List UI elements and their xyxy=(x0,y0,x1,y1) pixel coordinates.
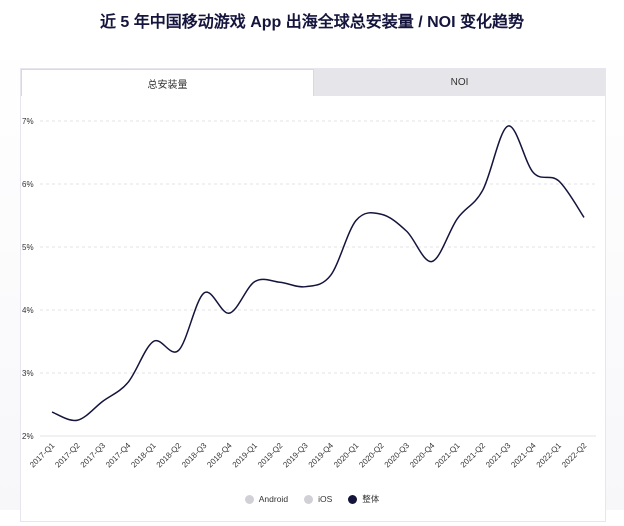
legend-item-android[interactable]: Android xyxy=(244,493,289,505)
x-tick-label: 2018-Q2 xyxy=(155,441,184,470)
legend-item-overall[interactable]: 整体 xyxy=(348,493,379,505)
y-tick-label: 5% xyxy=(22,243,34,252)
chart-card: 总安装量 NOI xyxy=(20,68,606,522)
legend-item-ios[interactable]: iOS xyxy=(304,493,332,505)
legend-label-android: Android xyxy=(258,494,289,504)
x-tick-label: 2018-Q1 xyxy=(129,441,158,470)
x-tick-label: 2021-Q4 xyxy=(509,441,538,470)
legend: Android iOS 整体 xyxy=(0,493,624,505)
x-tick-label: 2018-Q4 xyxy=(205,441,234,470)
y-tick-label: 7% xyxy=(22,117,34,126)
legend-label-ios: iOS xyxy=(318,494,333,504)
y-tick-label: 2% xyxy=(22,432,34,441)
x-tick-label: 2020-Q1 xyxy=(332,441,361,470)
tab-noi[interactable]: NOI xyxy=(314,69,605,96)
x-tick-label: 2021-Q1 xyxy=(433,441,462,470)
x-tick-label: 2018-Q3 xyxy=(180,441,209,470)
legend-dot-ios xyxy=(304,494,314,504)
y-tick-label: 3% xyxy=(22,369,34,378)
y-tick-label: 6% xyxy=(22,180,34,189)
tab-bar: 总安装量 NOI xyxy=(21,69,605,96)
x-tick-label: 2022-Q2 xyxy=(560,441,589,470)
legend-dot-overall xyxy=(348,494,358,504)
y-tick-label: 4% xyxy=(22,306,34,315)
x-tick-label: 2019-Q1 xyxy=(231,441,260,470)
x-tick-label: 2019-Q4 xyxy=(307,441,336,470)
x-tick-label: 2021-Q3 xyxy=(484,441,513,470)
x-tick-label: 2022-Q1 xyxy=(535,441,564,470)
x-tick-label: 2020-Q3 xyxy=(383,441,412,470)
x-tick-label: 2019-Q2 xyxy=(256,441,285,470)
x-tick-label: 2017-Q2 xyxy=(53,441,82,470)
tab-total-installs[interactable]: 总安装量 xyxy=(21,69,314,96)
x-tick-label: 2017-Q3 xyxy=(79,441,108,470)
series-line-overall xyxy=(51,125,585,422)
legend-dot-android xyxy=(244,494,254,504)
x-tick-label: 2020-Q2 xyxy=(357,441,386,470)
x-tick-label: 2020-Q4 xyxy=(408,441,437,470)
x-tick-label: 2021-Q2 xyxy=(459,441,488,470)
legend-label-overall: 整体 xyxy=(362,494,380,504)
chart-title: 近 5 年中国移动游戏 App 出海全球总安装量 / NOI 变化趋势 xyxy=(99,14,524,31)
x-tick-label: 2017-Q1 xyxy=(28,441,57,470)
x-tick-label: 2017-Q4 xyxy=(104,441,133,470)
x-tick-label: 2019-Q3 xyxy=(281,441,310,470)
